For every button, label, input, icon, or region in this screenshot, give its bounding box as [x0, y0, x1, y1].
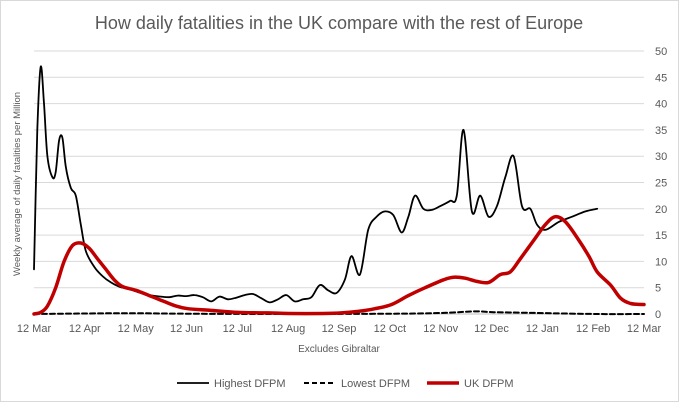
y-tick-label: 10	[655, 256, 667, 268]
x-tick-label: 12 Mar	[17, 323, 52, 335]
y-tick-label: 0	[655, 309, 661, 321]
y-tick-label: 35	[655, 125, 667, 137]
x-tick-label: 12 Jun	[170, 323, 203, 335]
y-tick-label: 15	[655, 230, 667, 242]
x-tick-label: 12 Jan	[526, 323, 559, 335]
x-tick-label: 12 Mar	[627, 323, 662, 335]
y-axis-ticks: 0 5 10 15 20 25 30 35 40 45 50	[655, 46, 667, 321]
y-tick-label: 50	[655, 46, 667, 58]
legend-label: Highest DFPM	[214, 378, 286, 390]
series-line	[33, 310, 645, 316]
x-tick-label: 12 Sep	[322, 323, 357, 335]
x-axis-label: Excludes Gibraltar	[298, 344, 380, 355]
y-tick-label: 30	[655, 151, 667, 163]
y-tick-label: 40	[655, 99, 667, 111]
series-line	[32, 214, 646, 316]
y-tick-label: 25	[655, 178, 667, 190]
x-tick-label: 12 Dec	[474, 323, 509, 335]
x-tick-label: 12 Apr	[69, 323, 101, 335]
legend-label: Lowest DFPM	[341, 378, 410, 390]
series-lines	[32, 65, 646, 316]
gridlines	[34, 50, 644, 289]
legend: Highest DFPM Lowest DFPM UK DFPM	[177, 378, 514, 390]
legend-label: UK DFPM	[464, 378, 514, 390]
y-tick-label: 20	[655, 204, 667, 216]
x-tick-label: 12 Aug	[271, 323, 305, 335]
chart-title: How daily fatalities in the UK compare w…	[95, 13, 583, 33]
x-tick-label: 12 May	[118, 323, 155, 335]
x-tick-label: 12 Oct	[374, 323, 406, 335]
x-tick-label: 12 Feb	[576, 323, 610, 335]
x-tick-label: 12 Jul	[223, 323, 252, 335]
series-line	[33, 65, 599, 304]
y-tick-label: 5	[655, 283, 661, 295]
x-tick-label: 12 Nov	[423, 323, 458, 335]
x-axis-ticks: 12 Mar 12 Apr 12 May 12 Jun 12 Jul 12 Aug 12 S…	[17, 323, 662, 335]
y-axis-label: Weekly average of daily fatalities per M…	[12, 92, 23, 276]
y-tick-label: 45	[655, 72, 667, 84]
